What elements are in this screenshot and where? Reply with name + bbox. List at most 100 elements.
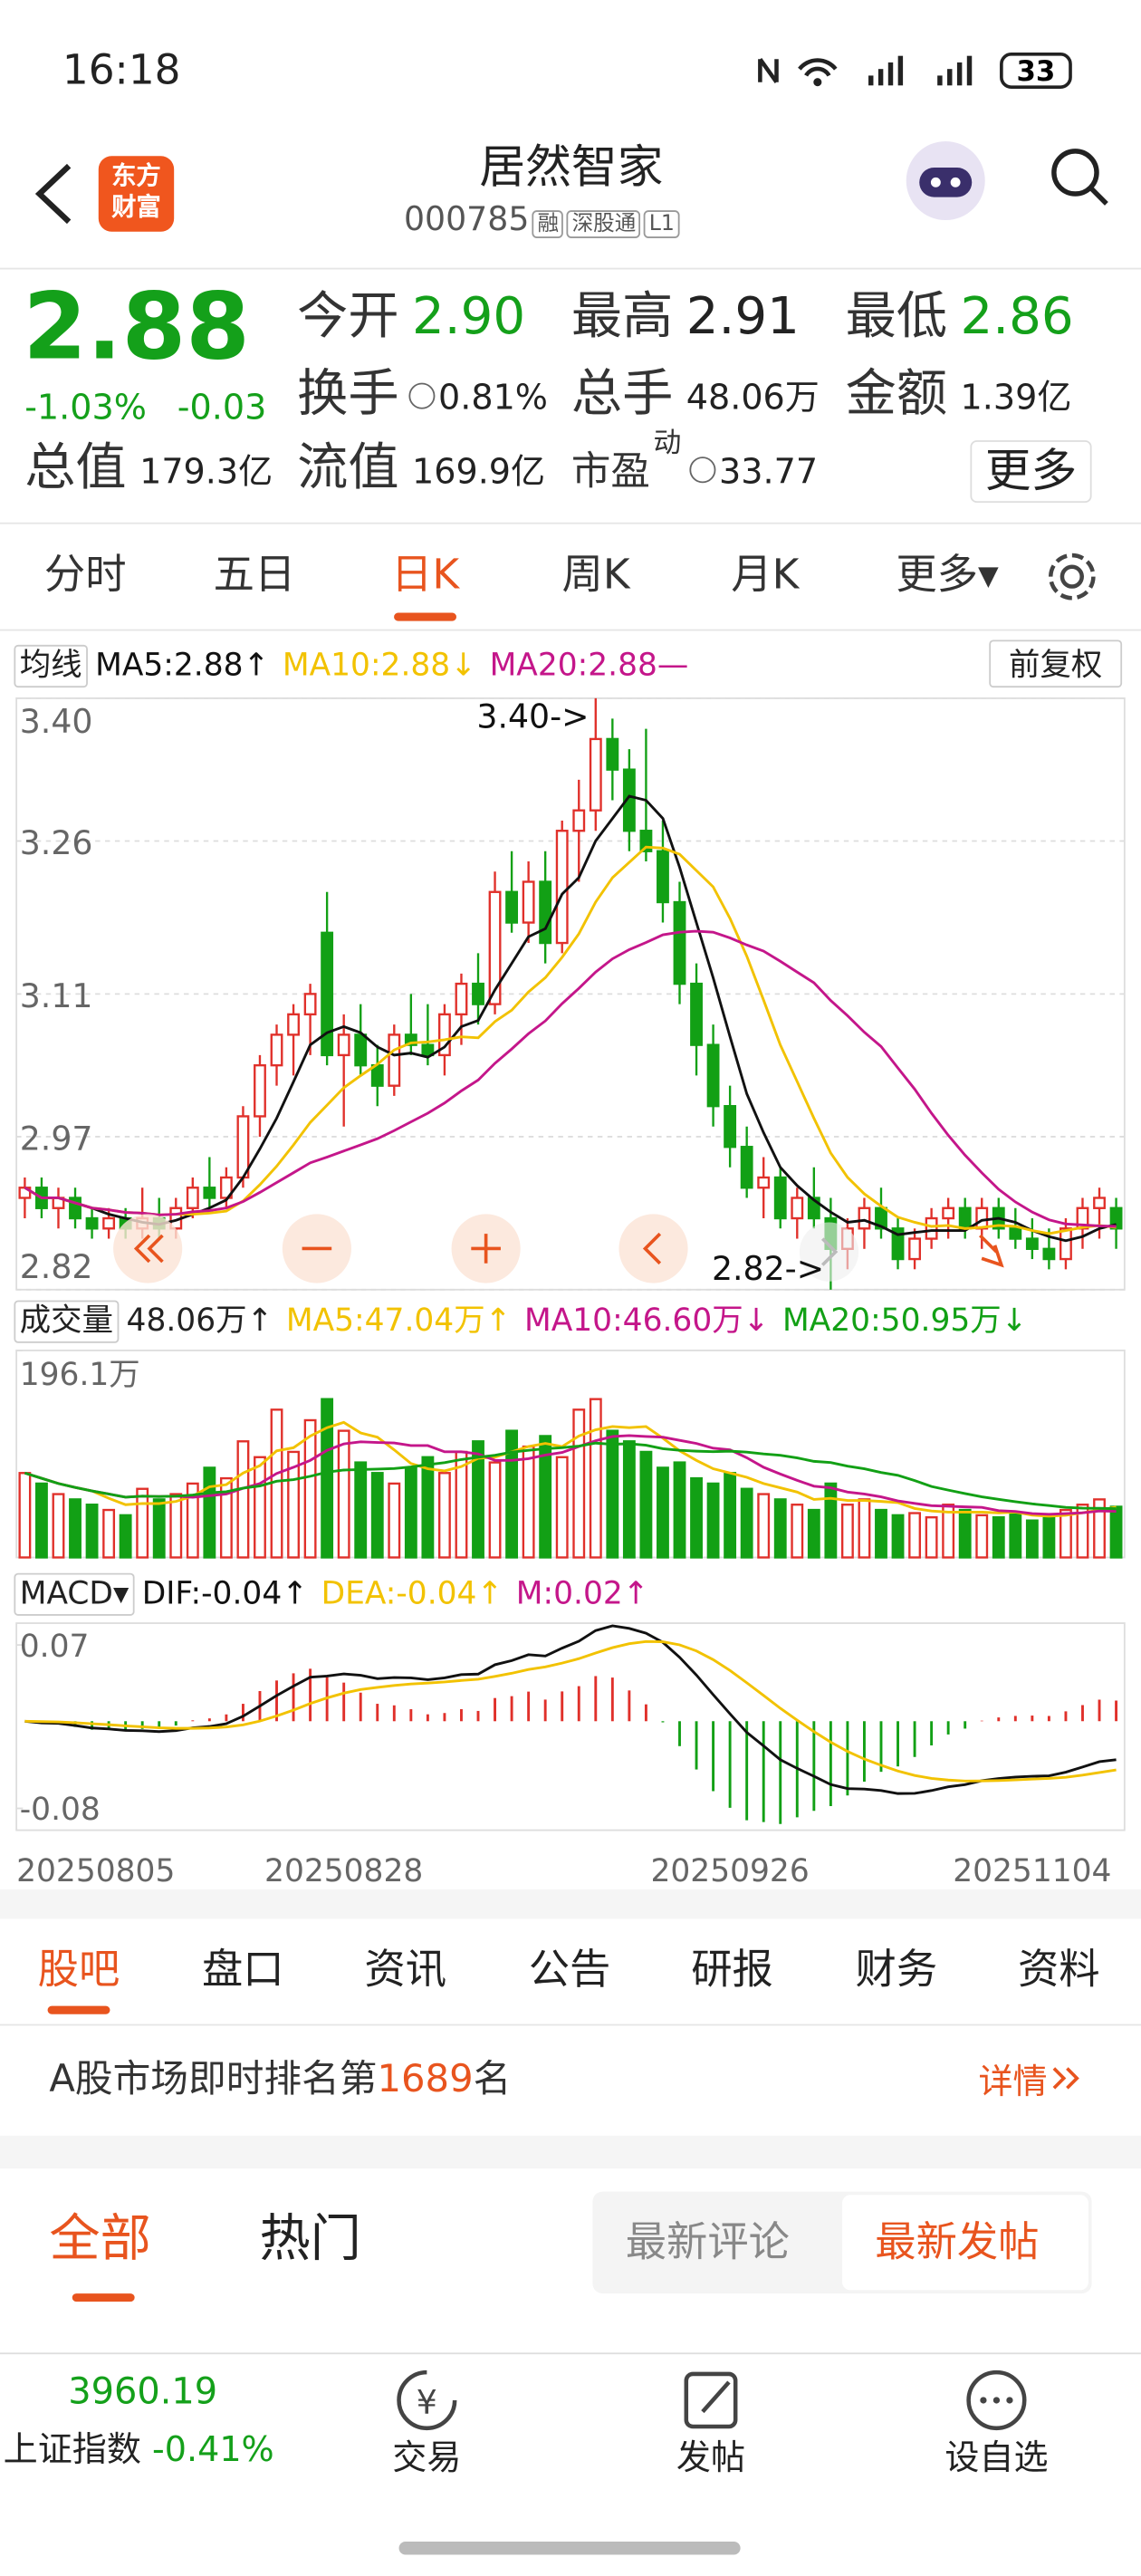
ma-line: [24, 845, 1117, 1235]
volume-bar: [52, 1493, 65, 1559]
sort-post[interactable]: 最新发帖: [875, 2217, 1040, 2266]
info-tab[interactable]: 公告: [528, 1945, 611, 1994]
trade[interactable]: 交易: [392, 2437, 462, 2478]
divider: [0, 2023, 1141, 2026]
field-value: 179.3亿: [139, 451, 273, 492]
post[interactable]: 发帖: [676, 2437, 746, 2478]
watch[interactable]: 设自选: [944, 2437, 1049, 2478]
info-tab[interactable]: 研报: [691, 1945, 773, 1994]
volume-bar: [724, 1472, 737, 1559]
y-tick-label: 0.07: [20, 1629, 90, 1665]
volume-bar: [1009, 1512, 1022, 1559]
candle-body: [303, 993, 317, 1016]
legend-item: MA10:2.88↓: [283, 647, 476, 683]
home-bar: [398, 2541, 741, 2555]
stock-code: 000785: [403, 198, 530, 239]
period-tab[interactable]: 分时: [43, 550, 127, 599]
field-label: 总手: [570, 364, 674, 424]
menu-box: [14, 1572, 135, 1616]
candle-body: [287, 1013, 300, 1036]
avatar[interactable]: [899, 135, 992, 227]
field-label: 今开: [297, 287, 399, 347]
settings-icon[interactable]: [1044, 549, 1100, 605]
candle-body: [908, 1237, 921, 1261]
candle-body: [942, 1206, 955, 1220]
more-button[interactable]: 更多: [970, 440, 1092, 504]
period-tab[interactable]: 月K: [731, 550, 800, 599]
adjust-box: [989, 639, 1123, 688]
status-time: 16:18: [62, 45, 181, 94]
active-underline: [47, 2005, 110, 2014]
period-tab[interactable]: 五日: [213, 550, 296, 599]
volume-bar: [958, 1508, 972, 1559]
volume-bar: [690, 1476, 703, 1559]
volume-bar: [505, 1429, 519, 1559]
field-value: 0.81%: [438, 378, 548, 418]
candle-body: [706, 1043, 720, 1108]
sort-comment[interactable]: 最新评论: [625, 2217, 791, 2266]
candle-body: [925, 1216, 938, 1240]
info-tab[interactable]: 资料: [1017, 1945, 1100, 1994]
volume-bar: [757, 1493, 771, 1559]
volume-bar: [321, 1398, 334, 1559]
dea-line: [24, 1639, 1117, 1783]
candle-body: [1025, 1237, 1039, 1250]
period-tab[interactable]: 日K: [391, 550, 460, 599]
zoom-button[interactable]: [618, 1214, 688, 1283]
volume-bar: [539, 1435, 552, 1559]
volume-bar: [437, 1472, 451, 1559]
y-tick-label: 2.82: [20, 1247, 93, 1286]
volume-bar: [673, 1461, 686, 1559]
candle-body: [589, 737, 602, 812]
x-tick-label: 20250805: [16, 1853, 175, 1889]
info-icon: [689, 457, 716, 484]
volume-bar: [136, 1487, 149, 1559]
candle-body: [657, 850, 669, 904]
candle-body: [337, 1033, 350, 1057]
volume-bar: [522, 1445, 535, 1559]
candle-body: [1042, 1247, 1056, 1261]
candle-body: [858, 1206, 871, 1230]
field-label: 金额: [845, 364, 948, 424]
candle-body: [421, 1043, 435, 1057]
field-label: 最低: [845, 287, 948, 347]
period-tab[interactable]: 周K: [561, 550, 630, 599]
field-label: 最高: [570, 287, 674, 347]
candle-body: [606, 737, 619, 771]
y-tick-label: 2.97: [20, 1119, 93, 1158]
info-tab[interactable]: 资讯: [364, 1945, 447, 1994]
info-tab[interactable]: 盘口: [201, 1945, 284, 1994]
active-underline: [394, 612, 456, 621]
volume-bar: [1025, 1519, 1039, 1559]
period-tab[interactable]: 更多▾: [896, 550, 999, 599]
zoom-glyph: [133, 1234, 164, 1264]
panel-frame: [15, 1350, 1126, 1559]
info-tab[interactable]: 财务: [855, 1945, 938, 1994]
volume-bar: [119, 1514, 132, 1559]
volume-bar: [807, 1508, 820, 1559]
search-icon[interactable]: [1048, 145, 1114, 211]
candle-body: [555, 830, 569, 945]
candle-body: [102, 1216, 116, 1230]
filter-hot[interactable]: 热门: [259, 2209, 361, 2269]
nav-button: [799, 1222, 859, 1282]
rank-detail[interactable]: 详情: [978, 2063, 1083, 2100]
back-button[interactable]: [30, 161, 79, 227]
tag: 融: [532, 210, 564, 239]
volume-bar: [169, 1493, 183, 1559]
info-tab[interactable]: 股吧: [37, 1945, 120, 1994]
volume-bar: [875, 1508, 887, 1559]
ma-line: [24, 794, 1117, 1243]
candle-body: [958, 1206, 972, 1230]
volume-bar: [236, 1440, 250, 1559]
field-label: 总值: [24, 438, 127, 498]
candle-body: [757, 1176, 771, 1189]
volume-ma-line: [24, 1434, 1117, 1516]
volume-bar: [404, 1466, 417, 1559]
volume-bar: [69, 1498, 82, 1559]
detail-text: 详情: [978, 2062, 1048, 2101]
change: -0.03: [177, 388, 267, 428]
y-tick-label: -0.08: [20, 1792, 101, 1828]
filter-all[interactable]: 全部: [49, 2209, 151, 2269]
legend-item: MA5:47.04万↑: [286, 1302, 512, 1339]
